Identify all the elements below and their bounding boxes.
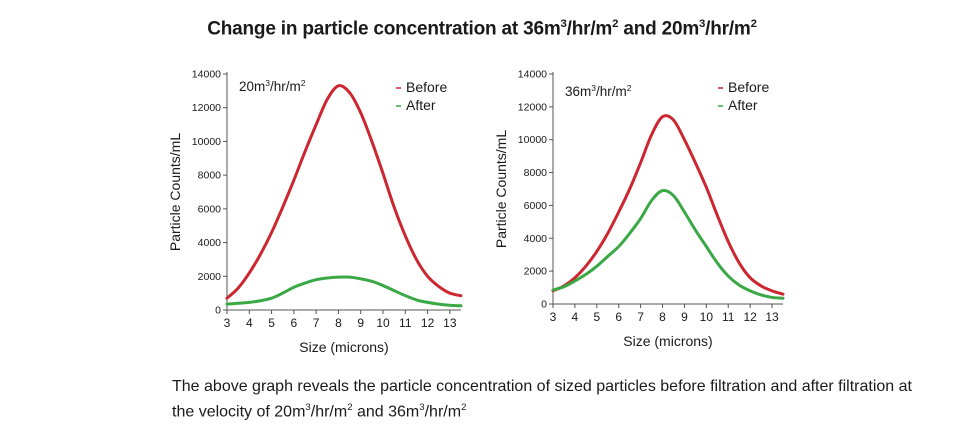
y-axis-label: Particle Counts/mL — [493, 130, 509, 248]
x-tick-label: 7 — [313, 316, 320, 330]
y-tick-label: 10000 — [518, 134, 547, 146]
y-tick-label: 4000 — [524, 233, 548, 245]
y-tick-label: 4000 — [198, 237, 222, 249]
y-tick-label: 14000 — [192, 69, 221, 81]
y-tick-label: 12000 — [192, 102, 221, 114]
legend-label-after: After — [728, 97, 758, 113]
x-tick-label: 3 — [550, 310, 557, 324]
x-tick-label: 11 — [399, 316, 412, 330]
title-part: /hr/m — [705, 18, 751, 40]
annotation-text: 36m — [565, 84, 591, 99]
x-tick-label: 10 — [376, 316, 390, 330]
x-tick-label: 11 — [722, 310, 735, 324]
y-tick-label: 8000 — [524, 167, 548, 179]
x-tick-label: 4 — [572, 310, 579, 324]
caption-part: 2 — [347, 402, 353, 413]
legend-label-before: Before — [406, 79, 447, 95]
title-part: and 20m — [618, 18, 700, 40]
legend-label-after: After — [406, 97, 436, 113]
figure-caption: The above graph reveals the particle con… — [172, 376, 912, 422]
caption-part: 3 — [419, 402, 425, 413]
y-tick-label: 2000 — [524, 266, 548, 278]
x-tick-label: 6 — [291, 316, 298, 330]
y-tick-label: 14000 — [518, 69, 547, 81]
title-part: 2 — [612, 18, 619, 30]
caption-part: /hr/m — [424, 403, 462, 421]
x-axis-label: Size (microns) — [299, 339, 388, 355]
caption-part: /hr/m — [310, 403, 348, 421]
velocity-annotation: 20m3/hr/m2 — [239, 78, 306, 94]
x-tick-label: 9 — [357, 316, 364, 330]
series-line-after — [551, 188, 785, 300]
caption-part: and 36m — [352, 403, 420, 421]
x-tick-label: 4 — [246, 316, 253, 330]
annotation-superscript: 2 — [301, 78, 306, 88]
title-part: Change in particle concentration at 36m — [207, 18, 561, 40]
y-tick-label: 6000 — [198, 203, 222, 215]
annotation-superscript: 3 — [265, 78, 270, 88]
series-line-after — [225, 275, 463, 308]
annotation-superscript: 2 — [627, 83, 632, 93]
caption-part: 3 — [305, 402, 311, 413]
x-axis-label: Size (microns) — [623, 333, 712, 349]
x-tick-label: 7 — [637, 310, 644, 324]
y-axis-label: Particle Counts/mL — [167, 133, 183, 251]
x-tick-label: 6 — [615, 310, 622, 324]
legend-label-before: Before — [728, 79, 769, 95]
x-tick-label: 8 — [659, 310, 666, 324]
x-tick-label: 13 — [765, 310, 779, 324]
title-part: 3 — [699, 18, 706, 30]
y-tick-label: 2000 — [198, 271, 222, 283]
velocity-annotation: 36m3/hr/m2 — [565, 83, 632, 99]
annotation-text: /hr/m — [596, 84, 627, 99]
x-tick-label: 9 — [681, 310, 688, 324]
y-tick-label: 0 — [541, 299, 547, 311]
annotation-text: /hr/m — [270, 79, 301, 94]
x-tick-label: 5 — [268, 316, 275, 330]
series-line-before — [551, 114, 785, 296]
x-tick-label: 5 — [593, 310, 600, 324]
x-tick-label: 3 — [224, 316, 231, 330]
annotation-text: 20m — [239, 79, 265, 94]
title-part: /hr/m — [566, 18, 613, 40]
x-tick-label: 10 — [700, 310, 714, 324]
y-tick-label: 6000 — [524, 200, 548, 212]
y-tick-label: 8000 — [198, 170, 222, 182]
title-part: 3 — [560, 18, 567, 30]
annotation-superscript: 3 — [591, 83, 596, 93]
x-tick-label: 13 — [443, 316, 457, 330]
y-tick-label: 12000 — [518, 101, 547, 113]
x-tick-label: 12 — [421, 316, 435, 330]
y-tick-label: 10000 — [192, 136, 221, 148]
caption-part: The above graph reveals the particle con… — [172, 378, 912, 421]
x-tick-label: 8 — [335, 316, 342, 330]
figure-title: Change in particle concentration at 36m3… — [0, 18, 964, 40]
caption-part: 2 — [461, 402, 467, 413]
x-tick-label: 12 — [743, 310, 757, 324]
title-part: 2 — [750, 18, 757, 30]
y-tick-label: 0 — [215, 305, 221, 317]
series-line-before — [225, 84, 463, 300]
